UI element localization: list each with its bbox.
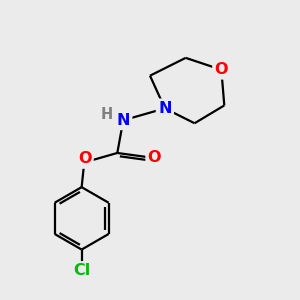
- Text: N: N: [158, 101, 172, 116]
- Text: N: N: [116, 113, 130, 128]
- Text: O: O: [148, 150, 161, 165]
- Text: O: O: [78, 152, 92, 166]
- Text: H: H: [101, 107, 113, 122]
- Text: Cl: Cl: [73, 263, 90, 278]
- Text: O: O: [214, 62, 228, 77]
